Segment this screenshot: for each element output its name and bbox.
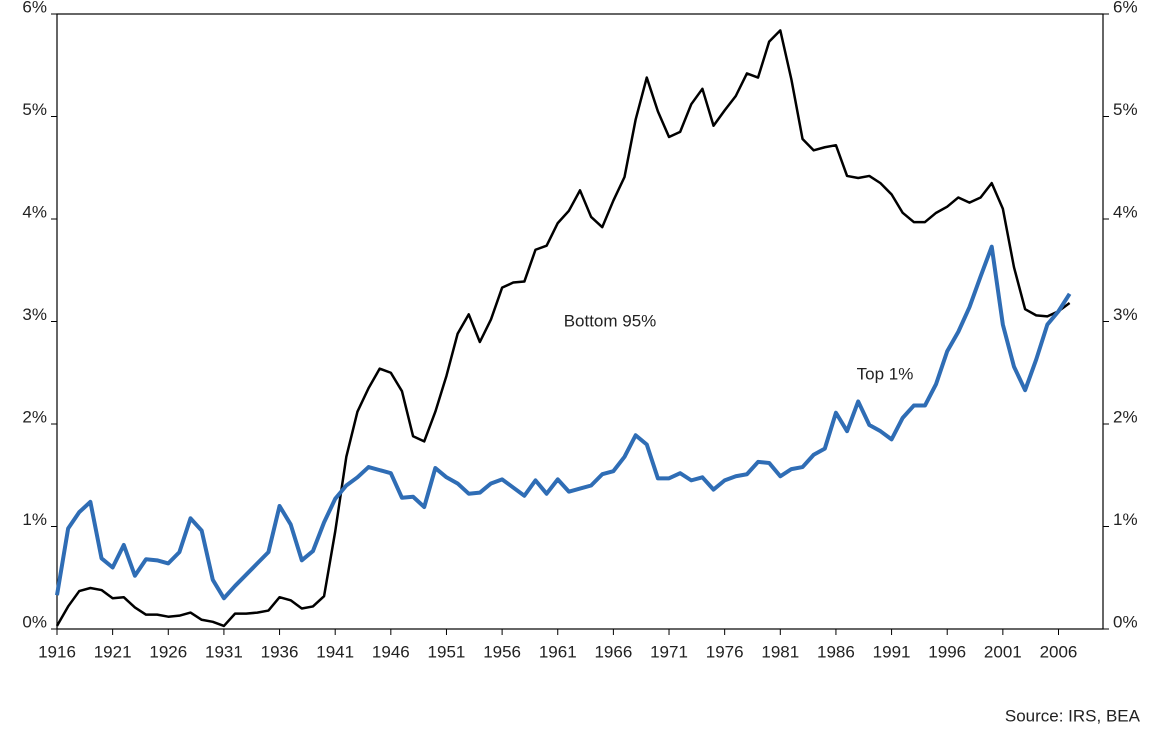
y-tick-label: 4% xyxy=(22,202,47,221)
x-tick-label: 1981 xyxy=(761,642,799,661)
y2-tick-label: 1% xyxy=(1113,510,1138,529)
x-tick-label: 1931 xyxy=(205,642,243,661)
x-tick-label: 1971 xyxy=(650,642,688,661)
y-tick-label: 1% xyxy=(22,510,47,529)
source-note: Source: IRS, BEA xyxy=(1005,706,1141,725)
y2-tick-label: 0% xyxy=(1113,612,1138,631)
y2-tick-label: 6% xyxy=(1113,0,1138,16)
x-tick-label: 1941 xyxy=(316,642,354,661)
y2-tick-label: 2% xyxy=(1113,407,1138,426)
x-tick-label: 1996 xyxy=(928,642,966,661)
series-line xyxy=(55,29,1071,628)
y2-tick-label: 5% xyxy=(1113,100,1138,119)
x-tick-label: 1951 xyxy=(428,642,466,661)
y-tick-label: 2% xyxy=(22,407,47,426)
y-tick-label: 5% xyxy=(22,100,47,119)
y-tick-label: 0% xyxy=(22,612,47,631)
x-tick-label: 1961 xyxy=(539,642,577,661)
x-tick-label: 1966 xyxy=(594,642,632,661)
x-tick-label: 1986 xyxy=(817,642,855,661)
x-tick-label: 1976 xyxy=(706,642,744,661)
x-tick-label: 1956 xyxy=(483,642,521,661)
x-tick-label: 1936 xyxy=(261,642,299,661)
x-tick-label: 2001 xyxy=(984,642,1022,661)
x-tick-label: 1916 xyxy=(38,642,76,661)
x-tick-label: 1991 xyxy=(873,642,911,661)
series-label: Bottom 95% xyxy=(564,311,657,330)
y-tick-label: 6% xyxy=(22,0,47,16)
x-tick-label: 1921 xyxy=(94,642,132,661)
y2-tick-label: 3% xyxy=(1113,305,1138,324)
series-label: Top 1% xyxy=(857,364,914,383)
y2-tick-label: 4% xyxy=(1113,202,1138,221)
y-tick-label: 3% xyxy=(22,305,47,324)
series-line xyxy=(55,244,1072,601)
x-tick-label: 1926 xyxy=(149,642,187,661)
x-tick-label: 2006 xyxy=(1040,642,1078,661)
x-tick-label: 1946 xyxy=(372,642,410,661)
